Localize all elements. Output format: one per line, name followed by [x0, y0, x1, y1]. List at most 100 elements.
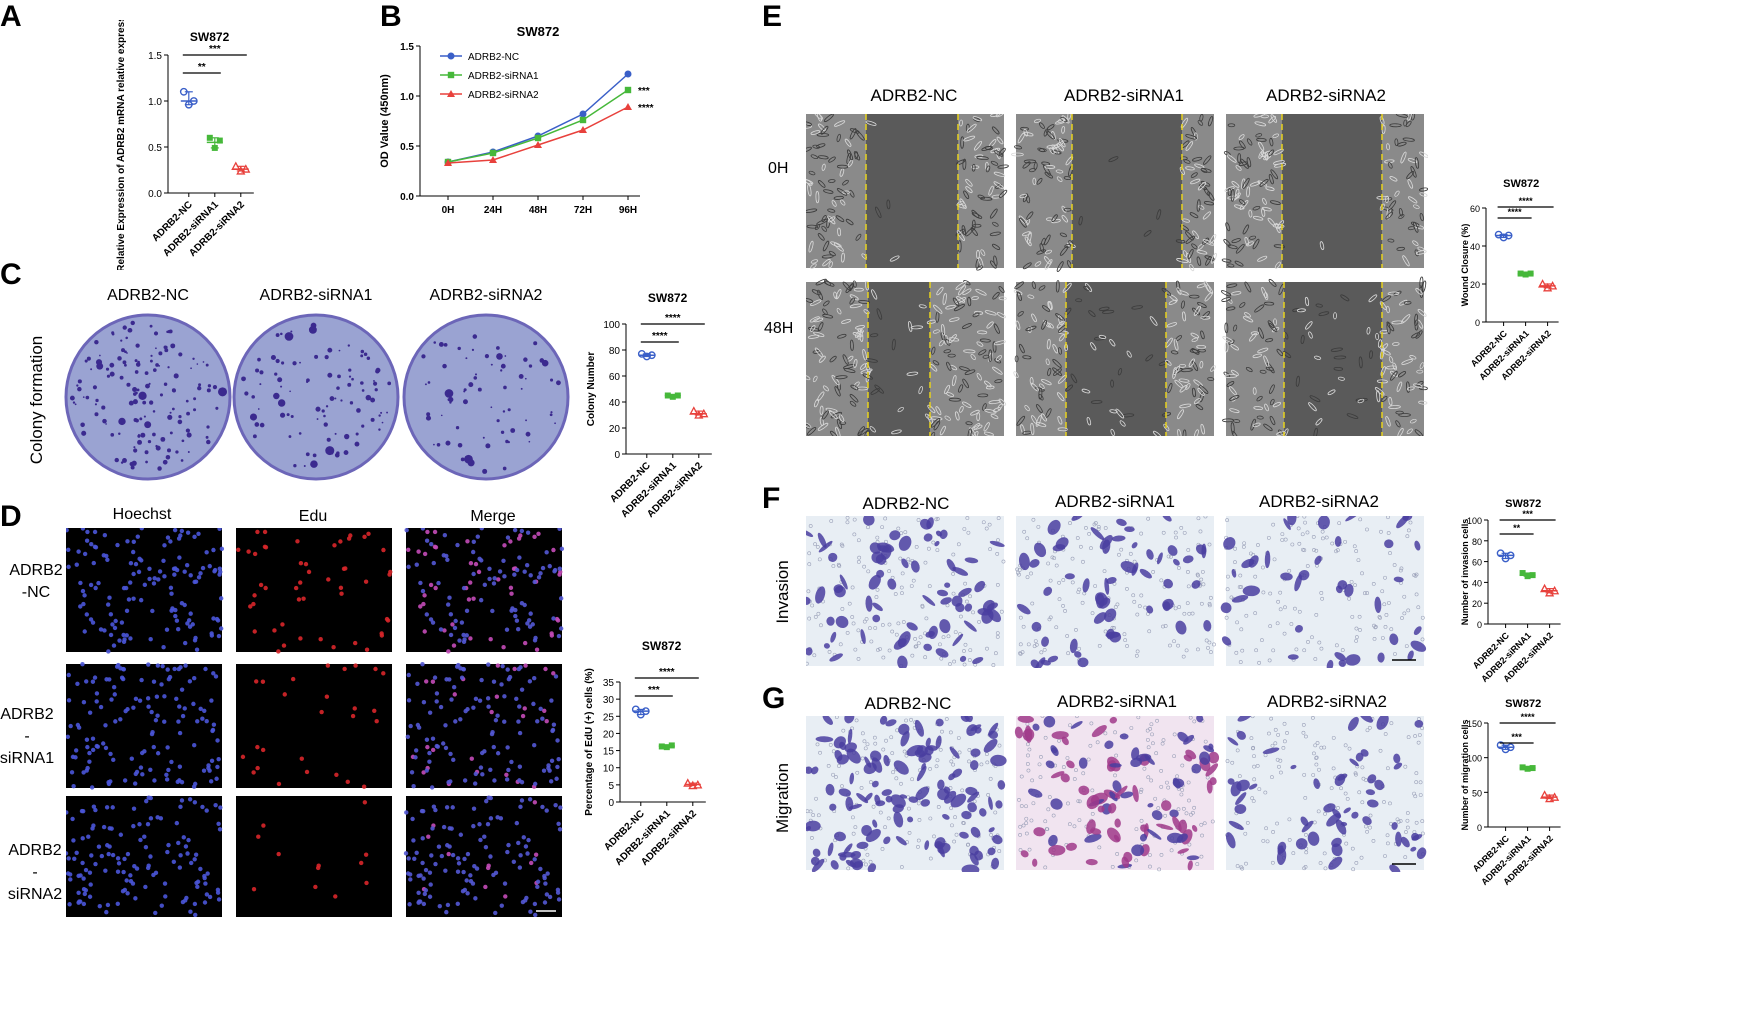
colony — [82, 396, 85, 398]
cell — [1242, 224, 1250, 235]
membrane-pore — [1420, 637, 1425, 642]
cell — [1256, 137, 1267, 142]
membrane-pore — [1379, 529, 1383, 534]
colony — [120, 339, 123, 342]
stained-cell — [1349, 758, 1359, 767]
cell-nucleus — [487, 576, 492, 582]
cell — [976, 372, 982, 381]
cell-nucleus — [319, 709, 324, 715]
cell-nucleus — [203, 666, 208, 672]
cell — [970, 354, 976, 360]
cell — [828, 216, 836, 223]
cell — [1381, 343, 1389, 351]
cell-nucleus — [192, 743, 197, 748]
cell-nucleus — [430, 736, 436, 741]
cell-nucleus — [255, 765, 260, 771]
colony — [375, 367, 381, 373]
membrane-pore — [1096, 525, 1101, 529]
cell-nucleus — [203, 881, 208, 886]
cell — [1202, 237, 1209, 245]
colony — [206, 425, 210, 429]
cell — [1273, 160, 1285, 165]
cell-nucleus — [447, 826, 452, 831]
cell-nucleus — [505, 745, 510, 750]
membrane-pore — [1166, 554, 1171, 559]
membrane-pore — [1252, 754, 1256, 758]
cell-nucleus — [424, 538, 430, 543]
cell-nucleus — [78, 604, 83, 609]
stained-cell — [1236, 779, 1250, 792]
membrane-pore — [957, 750, 962, 755]
cell — [1058, 334, 1065, 342]
cell-nucleus — [82, 891, 88, 897]
cell — [1166, 322, 1178, 328]
membrane-pore — [1067, 822, 1072, 827]
colony — [463, 390, 466, 393]
data-point — [231, 161, 241, 170]
membrane-pore — [1175, 774, 1179, 779]
stained-cell — [879, 716, 888, 725]
cell-nucleus — [532, 857, 537, 862]
colony — [105, 423, 107, 425]
cell — [809, 316, 820, 323]
membrane-pore — [1287, 817, 1292, 822]
cell — [932, 329, 940, 334]
cell — [1016, 415, 1026, 426]
cell-nucleus — [216, 633, 222, 639]
cell-nucleus — [136, 569, 142, 575]
cell-nucleus — [532, 534, 537, 540]
cell-nucleus — [84, 612, 89, 617]
membrane-pore — [1270, 743, 1275, 748]
cell — [1210, 252, 1217, 264]
stained-cell — [1335, 585, 1343, 594]
cell-nucleus — [433, 807, 438, 813]
colony — [327, 372, 333, 378]
membrane-pore — [1312, 548, 1316, 552]
cell — [1379, 203, 1385, 211]
membrane-pore — [963, 581, 968, 586]
panel-g-col-label-3: ADRB2-siRNA2 — [1267, 692, 1387, 711]
cell — [821, 215, 827, 223]
cell — [1185, 166, 1195, 171]
cell-nucleus — [333, 894, 338, 899]
cell — [1199, 114, 1204, 122]
cell — [1052, 344, 1059, 354]
cell-nucleus — [126, 597, 132, 602]
membrane-pore — [902, 749, 907, 754]
cell-nucleus — [549, 698, 554, 703]
cell-nucleus — [379, 631, 384, 636]
cell — [857, 328, 864, 333]
colony — [244, 391, 249, 396]
data-point — [1522, 271, 1529, 278]
cell — [1254, 304, 1265, 313]
stained-cell — [1177, 848, 1189, 854]
cell-nucleus — [176, 840, 181, 846]
membrane-pore — [914, 544, 919, 549]
colony — [126, 382, 131, 387]
cell — [1403, 300, 1412, 305]
colony — [523, 357, 528, 362]
cell — [1416, 369, 1424, 374]
data-point — [534, 141, 542, 148]
cell — [944, 384, 950, 395]
cell-nucleus — [441, 824, 447, 830]
membrane-pore — [968, 594, 973, 599]
membrane-pore — [1153, 796, 1158, 801]
membrane-pore — [906, 557, 911, 562]
colony — [136, 388, 140, 392]
cell — [1252, 205, 1261, 211]
cell — [856, 130, 865, 141]
cell-nucleus — [155, 751, 161, 756]
colony — [465, 357, 468, 360]
colony — [138, 433, 140, 436]
cell-nucleus — [158, 816, 164, 821]
cell — [1265, 186, 1275, 191]
colony — [351, 377, 354, 381]
membrane-pore — [1339, 786, 1343, 791]
cell — [875, 206, 882, 219]
membrane-pore — [909, 584, 914, 588]
membrane-pore — [916, 801, 921, 806]
cell — [1070, 373, 1078, 384]
cell-nucleus — [486, 863, 491, 868]
colony — [316, 418, 319, 420]
